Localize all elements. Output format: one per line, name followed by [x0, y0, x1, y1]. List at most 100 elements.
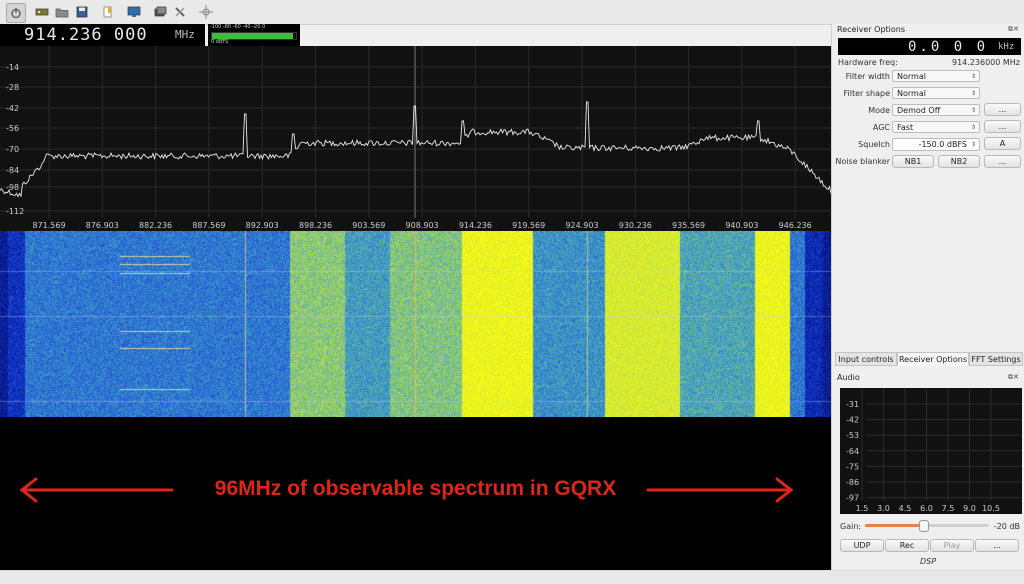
filter-shape-select[interactable]: Normal ⇕ [892, 87, 980, 99]
hardware-freq-value: 914.236000 MHz [951, 58, 1020, 67]
x-tick-label: 903.569 [352, 221, 385, 230]
meter-bar [211, 32, 297, 40]
updown-arrow-icon: ⇕ [970, 90, 976, 97]
meter-label: 0 dBFS [211, 39, 229, 45]
agc-options-button[interactable]: ... [984, 120, 1021, 133]
filter-width-select[interactable]: Normal ⇕ [892, 70, 980, 82]
monitor-icon[interactable] [125, 3, 143, 21]
y-tick-label: -42 [6, 104, 19, 113]
x-tick-label: 940.903 [725, 221, 758, 230]
x-tick-label: 935.569 [672, 221, 705, 230]
y-tick-label: -56 [6, 124, 19, 133]
rec-button[interactable]: Rec [885, 539, 929, 552]
filter-shape-value: Normal [897, 89, 926, 98]
audio-y-tick-label: -97 [846, 494, 859, 503]
frequency-display[interactable]: 914.236 000 MHz [0, 24, 205, 46]
nb1-button[interactable]: NB1 [892, 155, 934, 168]
y-tick-label: -84 [6, 166, 19, 175]
y-tick-label: -70 [6, 145, 19, 154]
updown-arrow-icon: ⇕ [970, 73, 976, 80]
y-tick-label: -28 [6, 83, 19, 92]
status-bar [0, 570, 1024, 584]
x-tick-label: 882.236 [139, 221, 172, 230]
filter-shape-label: Filter shape [843, 89, 891, 98]
gain-slider[interactable] [865, 520, 989, 532]
x-tick-label: 924.903 [565, 221, 598, 230]
meter-level [212, 33, 294, 39]
y-tick-label: -14 [6, 63, 19, 72]
x-tick-label: 898.236 [299, 221, 332, 230]
mode-label: Mode [868, 106, 890, 115]
save-icon[interactable] [73, 3, 91, 21]
squelch-value: -150.0 dBFS [918, 140, 967, 149]
audio-y-tick-label: -86 [846, 478, 859, 487]
audio-x-tick-label: 1.5 [856, 504, 869, 513]
open-folder-icon[interactable] [53, 3, 71, 21]
audio-y-tick-label: -31 [846, 400, 859, 409]
spectrum-trace [0, 101, 832, 198]
dock-float-close-icon[interactable]: ⧉✕ [1008, 373, 1019, 381]
dock-float-close-icon[interactable]: ⧉✕ [1008, 25, 1019, 33]
mode-select[interactable]: Demod Off ⇕ [892, 104, 980, 116]
mode-value: Demod Off [897, 106, 941, 115]
audio-x-tick-label: 10.5 [982, 504, 1000, 513]
toolbar [0, 0, 1024, 25]
squelch-auto-button[interactable]: A [984, 137, 1021, 150]
play-button[interactable]: Play [930, 539, 974, 552]
audio-y-tick-label: -75 [846, 462, 859, 471]
audio-y-tick-label: -64 [846, 447, 859, 456]
agc-value: Fast [897, 123, 914, 132]
spectrum-svg[interactable]: -14 -28 -42 -56 -70 -84 -98 -112 871.569 876.903 8… [0, 46, 918, 231]
x-tick-label: 887.569 [192, 221, 225, 230]
receiver-options-title: Receiver Options [837, 25, 906, 34]
annotation-area: 96MHz of observable spectrum in GQRX [0, 417, 831, 570]
right-dock-panel: Receiver Options ⧉✕ 0.0 0 0 kHz Hardware… [831, 24, 1024, 570]
audio-title: Audio [837, 373, 860, 382]
tab-receiver-options[interactable]: Receiver Options [897, 352, 969, 366]
udp-button[interactable]: UDP [840, 539, 884, 552]
rx-frequency-display[interactable]: 0.0 0 0 kHz [838, 38, 1021, 55]
gain-slider-handle[interactable] [919, 520, 930, 532]
x-tick-label: 892.903 [246, 221, 279, 230]
audio-y-tick-label: -42 [846, 416, 859, 425]
audio-options-button[interactable]: ... [975, 539, 1019, 552]
gain-value: -20 dB [993, 522, 1020, 531]
audio-x-tick-label: 4.5 [899, 504, 912, 513]
audio-spectrum-svg: -31 -42 -53 -64 -75 -86 -971.5 3.0 4.5 6.0 7.5 9.0 1… [846, 388, 1022, 513]
mode-options-button[interactable]: ... [984, 103, 1021, 116]
dsp-label: DSP [920, 557, 937, 566]
rx-frequency-unit: kHz [998, 42, 1015, 52]
power-icon[interactable] [6, 3, 26, 23]
rx-frequency-value[interactable]: 0.0 0 0 [908, 39, 989, 55]
frequency-value[interactable]: 914.236 000 [24, 25, 148, 45]
squelch-label: Squelch [858, 140, 890, 149]
audio-x-tick-label: 6.0 [920, 504, 933, 513]
annotation-text: 96MHz of observable spectrum in GQRX [214, 477, 617, 500]
noise-blanker-options-button[interactable]: ... [984, 155, 1021, 168]
updown-arrow-icon: ⇕ [970, 107, 976, 114]
crosshair-icon[interactable] [197, 3, 215, 21]
frequency-unit: MHz [175, 28, 195, 41]
y-tick-label: -112 [6, 207, 24, 216]
audio-x-tick-label: 9.0 [963, 504, 976, 513]
audio-x-tick-label: 3.0 [877, 504, 890, 513]
audio-spectrum-plot: -31 -42 -53 -64 -75 -86 -97 1.5 3.0 4.5 6.0 7.5 9.0 1… [840, 388, 1022, 514]
updown-arrow-icon: ⇕ [970, 124, 976, 131]
screen-icon[interactable] [151, 3, 169, 21]
device-icon[interactable] [33, 3, 51, 21]
x-tick-label: 876.903 [86, 221, 119, 230]
squelch-input[interactable]: -150.0 dBFS ⇕ [892, 138, 980, 151]
bookmark-icon[interactable] [99, 3, 117, 21]
nb2-button[interactable]: NB2 [938, 155, 980, 168]
waterfall-canvas[interactable] [0, 231, 831, 417]
left-arrow-icon [19, 477, 174, 503]
waterfall-display[interactable] [0, 231, 831, 417]
tab-fft-settings[interactable]: FFT Settings [969, 352, 1023, 366]
spectrum-plot[interactable]: -14 -28 -42 -56 -70 -84 -98 -112 871.569 876.903 8… [0, 46, 918, 231]
signal-meter: -100 -80 -60 -40 -20 0 0 dBFS [208, 24, 300, 46]
x-tick-label: 914.236 [459, 221, 492, 230]
updown-arrow-icon[interactable]: ⇕ [970, 141, 976, 148]
tools-icon[interactable] [171, 3, 189, 21]
tab-input-controls[interactable]: Input controls [835, 352, 897, 366]
agc-select[interactable]: Fast ⇕ [892, 121, 980, 133]
